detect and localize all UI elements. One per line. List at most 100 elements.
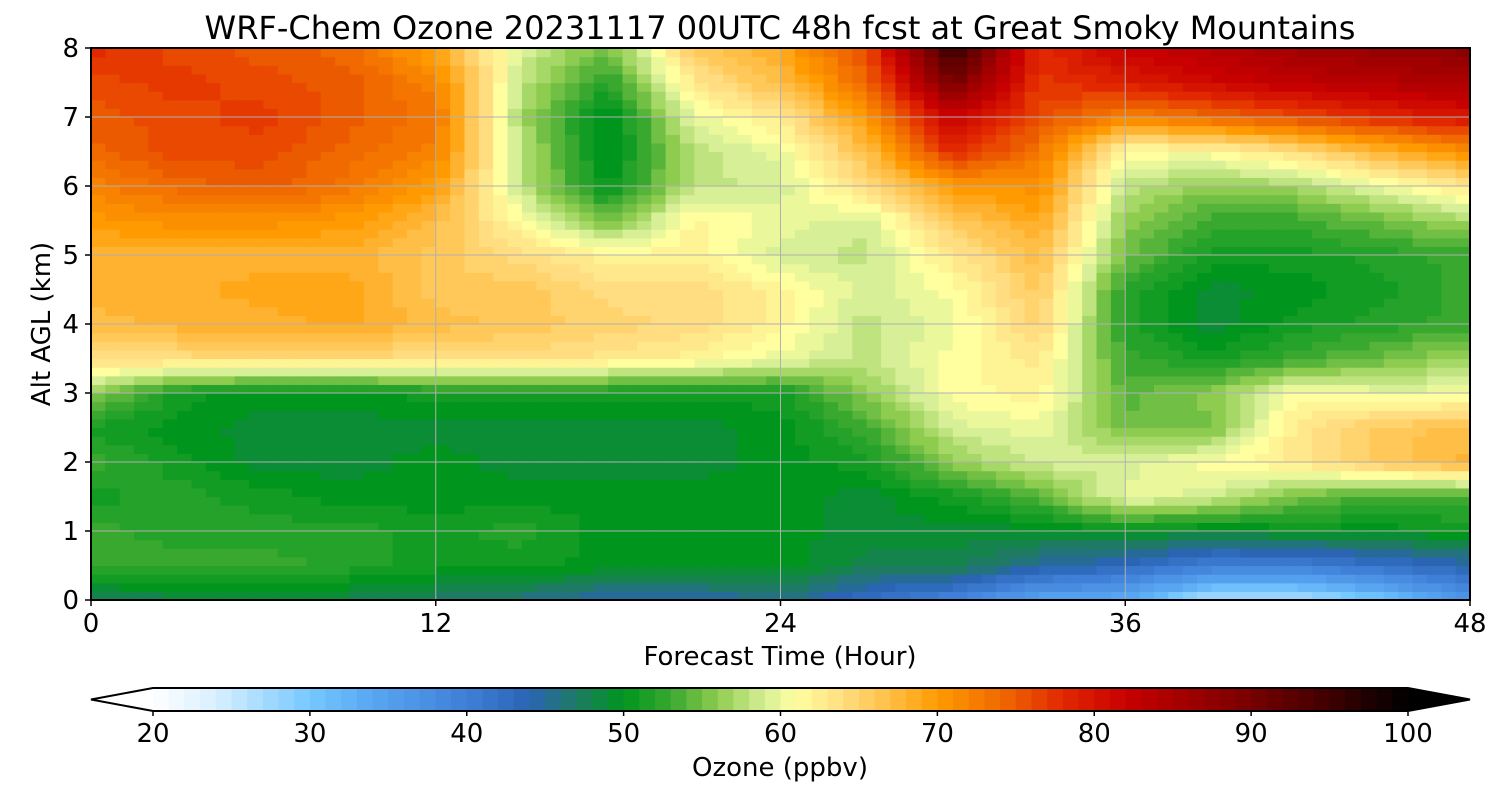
ozone-cell <box>866 574 882 584</box>
ozone-cell <box>967 194 983 204</box>
ozone-cell <box>794 246 810 256</box>
ozone-cell <box>1426 582 1442 592</box>
ozone-cell <box>1182 470 1198 480</box>
ozone-cell <box>708 470 724 480</box>
ozone-cell <box>1283 436 1299 446</box>
ozone-cell <box>320 272 336 282</box>
ozone-cell <box>823 470 839 480</box>
ozone-cell <box>1426 418 1442 429</box>
ozone-cell <box>134 211 150 222</box>
ozone-cell <box>1096 237 1112 247</box>
ozone-cell <box>924 427 940 437</box>
ozone-cell <box>981 565 997 575</box>
ozone-cell <box>191 289 207 299</box>
ozone-cell <box>866 160 882 170</box>
ozone-cell <box>909 289 925 299</box>
ozone-cell <box>493 531 509 541</box>
ozone-cell <box>91 142 106 153</box>
ozone-cell <box>579 496 595 506</box>
ozone-cell <box>1082 505 1098 515</box>
ozone-cell <box>794 255 810 265</box>
ozone-cell <box>1326 393 1342 403</box>
ozone-cell <box>1297 229 1313 239</box>
ozone-cell <box>220 246 236 256</box>
ozone-cell <box>292 272 308 282</box>
ozone-cell <box>1139 453 1155 463</box>
ozone-cell <box>1283 556 1299 567</box>
ozone-cell <box>995 186 1011 196</box>
ozone-cell <box>881 255 897 265</box>
ozone-cell <box>119 237 135 247</box>
ozone-cell <box>1225 418 1241 429</box>
ozone-cell <box>177 160 193 170</box>
ozone-cell <box>981 436 997 446</box>
ozone-cell <box>694 341 710 351</box>
ozone-cell <box>1426 255 1442 265</box>
ozone-cell <box>1010 556 1026 567</box>
ozone-cell <box>1182 306 1198 316</box>
ozone-cell <box>938 186 954 196</box>
ozone-cell <box>392 444 408 454</box>
ozone-cell <box>995 255 1011 265</box>
ozone-cell <box>478 255 494 265</box>
ozone-cell <box>1426 332 1442 342</box>
ozone-cell <box>1398 393 1414 403</box>
ozone-cell <box>665 548 681 558</box>
ozone-cell <box>1355 418 1371 429</box>
ozone-cell <box>521 186 537 196</box>
ozone-cell <box>378 453 394 463</box>
ozone-cell <box>435 255 451 265</box>
ozone-cell <box>407 255 422 265</box>
ozone-cell <box>1441 479 1457 489</box>
ozone-cell <box>737 453 753 463</box>
ozone-cell <box>665 444 681 454</box>
ozone-cell <box>407 160 422 170</box>
ozone-cell <box>1369 539 1385 549</box>
ozone-cell <box>1441 496 1457 506</box>
ozone-cell <box>1139 194 1155 204</box>
ozone-cell <box>1110 246 1126 256</box>
ozone-cell <box>507 539 523 549</box>
ozone-cell <box>1125 384 1141 394</box>
ozone-cell <box>1441 591 1457 600</box>
ozone-cell <box>794 177 810 187</box>
ozone-cell <box>162 470 178 480</box>
ozone-cell <box>809 298 825 308</box>
ozone-cell <box>737 237 753 247</box>
ozone-cell <box>909 367 925 377</box>
ozone-cell <box>392 186 408 196</box>
ozone-cell <box>1225 220 1241 230</box>
ozone-cell <box>895 513 911 523</box>
ozone-cell <box>507 237 523 247</box>
ozone-cell <box>320 375 336 385</box>
ozone-cell <box>1153 151 1169 161</box>
ozone-cell <box>1455 194 1470 204</box>
ozone-cell <box>363 315 379 325</box>
ozone-cell <box>521 505 537 515</box>
ozone-cell <box>866 306 882 316</box>
ozone-cell <box>751 151 767 161</box>
ozone-cell <box>349 496 365 506</box>
ozone-cell <box>651 487 667 498</box>
ozone-cell <box>837 220 853 230</box>
ozone-cell <box>967 263 983 273</box>
ozone-cell <box>809 280 825 291</box>
ozone-cell <box>708 220 724 230</box>
ozone-cell <box>234 255 250 265</box>
ozone-cell <box>751 410 767 420</box>
ozone-cell <box>263 548 279 558</box>
ozone-cell <box>1153 341 1169 351</box>
ozone-cell <box>1096 177 1112 187</box>
ozone-cell <box>751 315 767 325</box>
ozone-cell <box>1369 505 1385 515</box>
ozone-cell <box>249 539 264 549</box>
ozone-cell <box>292 513 308 523</box>
ozone-cell <box>349 556 365 567</box>
ozone-cell <box>521 177 537 187</box>
ozone-cell <box>306 168 322 178</box>
ozone-cell <box>1383 194 1399 204</box>
ozone-cell <box>421 332 437 342</box>
ozone-cell <box>234 565 250 575</box>
ozone-cell <box>435 470 451 480</box>
ozone-cell <box>809 531 825 541</box>
